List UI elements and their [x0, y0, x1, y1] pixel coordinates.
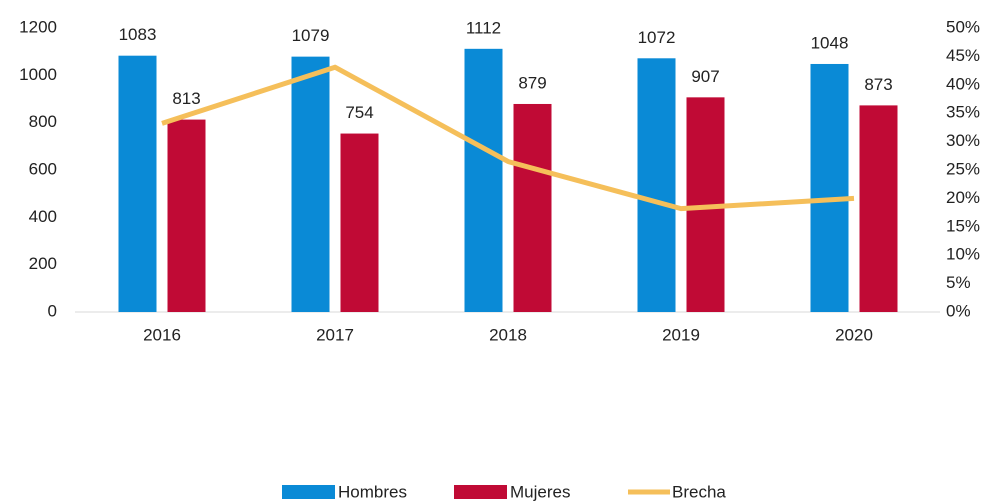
- data-label: 873: [864, 75, 892, 94]
- y-tick-label: 600: [29, 159, 57, 178]
- legend-label: Hombres: [338, 482, 407, 501]
- y2-tick-label: 25%: [946, 159, 980, 178]
- bar: [167, 119, 206, 312]
- data-label: 1072: [638, 28, 676, 47]
- y2-tick-label: 35%: [946, 103, 980, 122]
- y-tick-label: 400: [29, 207, 57, 226]
- y2-tick-label: 5%: [946, 273, 971, 292]
- data-label: 1079: [292, 26, 330, 45]
- y-tick-label: 1200: [19, 17, 57, 36]
- y2-tick-label: 45%: [946, 46, 980, 65]
- data-label: 813: [172, 89, 200, 108]
- y-tick-label: 200: [29, 254, 57, 273]
- y2-tick-label: 20%: [946, 188, 980, 207]
- x-tick-label: 2018: [489, 325, 527, 344]
- y-tick-label: 0: [48, 301, 57, 320]
- legend-swatch: [454, 485, 507, 499]
- y2-tick-label: 30%: [946, 131, 980, 150]
- line: [161, 64, 855, 212]
- data-label: 1083: [119, 25, 157, 44]
- data-label: 1048: [811, 33, 849, 52]
- data-label: 879: [518, 73, 546, 92]
- bar: [291, 56, 330, 313]
- data-label: 1112: [466, 18, 501, 37]
- y-tick-label: 1000: [19, 65, 57, 84]
- bar: [637, 58, 676, 312]
- x-tick-label: 2019: [662, 325, 700, 344]
- data-label: 907: [691, 67, 719, 86]
- bar: [118, 55, 157, 312]
- y2-tick-label: 10%: [946, 245, 980, 264]
- data-label: 754: [345, 103, 373, 122]
- y-tick-label: 800: [29, 112, 57, 131]
- y2-tick-label: 50%: [946, 17, 980, 36]
- x-tick-label: 2020: [835, 325, 873, 344]
- legend-swatch: [282, 485, 335, 499]
- y2-tick-label: 15%: [946, 216, 980, 235]
- y2-tick-label: 40%: [946, 74, 980, 93]
- bar: [513, 103, 552, 312]
- legend-label: Mujeres: [510, 482, 570, 501]
- x-tick-label: 2017: [316, 325, 354, 344]
- legend-label: Brecha: [672, 482, 726, 501]
- x-tick-label: 2016: [143, 325, 181, 344]
- bar: [464, 48, 503, 313]
- bar: [340, 133, 379, 312]
- bar: [859, 105, 898, 312]
- y2-tick-label: 0%: [946, 301, 971, 320]
- bar: [810, 63, 849, 313]
